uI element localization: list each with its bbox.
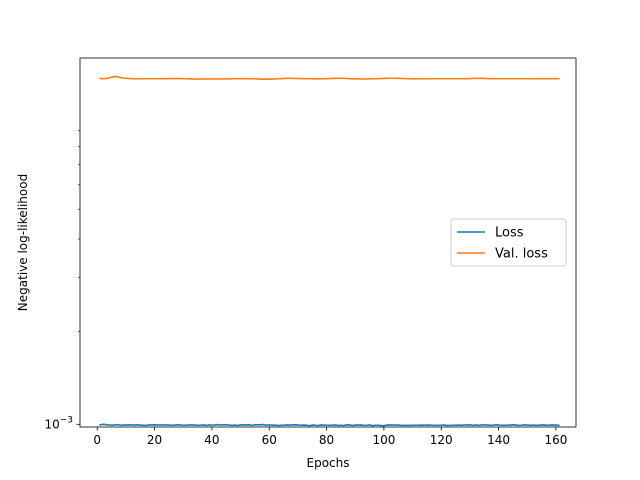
x-tick-label: 0 (93, 433, 101, 447)
x-axis-label: Epochs (307, 456, 350, 470)
legend-box (450, 218, 567, 267)
x-tick-label: 100 (372, 433, 395, 447)
x-tick-label: 60 (262, 433, 277, 447)
x-tick-label: 160 (544, 433, 567, 447)
series-line-1 (99, 423, 560, 427)
x-tick-label: 80 (319, 433, 334, 447)
x-tick-label: 20 (147, 433, 162, 447)
legend: Loss Val. loss (450, 218, 567, 267)
series-line-2 (99, 75, 560, 80)
x-tick-label: 120 (430, 433, 453, 447)
legend-label: Loss (495, 226, 524, 241)
legend-label: Val. loss (495, 247, 548, 262)
x-tick-label: 40 (204, 433, 219, 447)
series-layer (99, 75, 560, 427)
y-axis-label: Negative log-likelihood (16, 174, 30, 311)
plot-frame (79, 57, 577, 428)
x-axis-ticks: 0 20 40 60 80 100 120 140 160 (93, 427, 567, 447)
axes-layer (79, 57, 577, 428)
x-tick-label: 140 (487, 433, 510, 447)
